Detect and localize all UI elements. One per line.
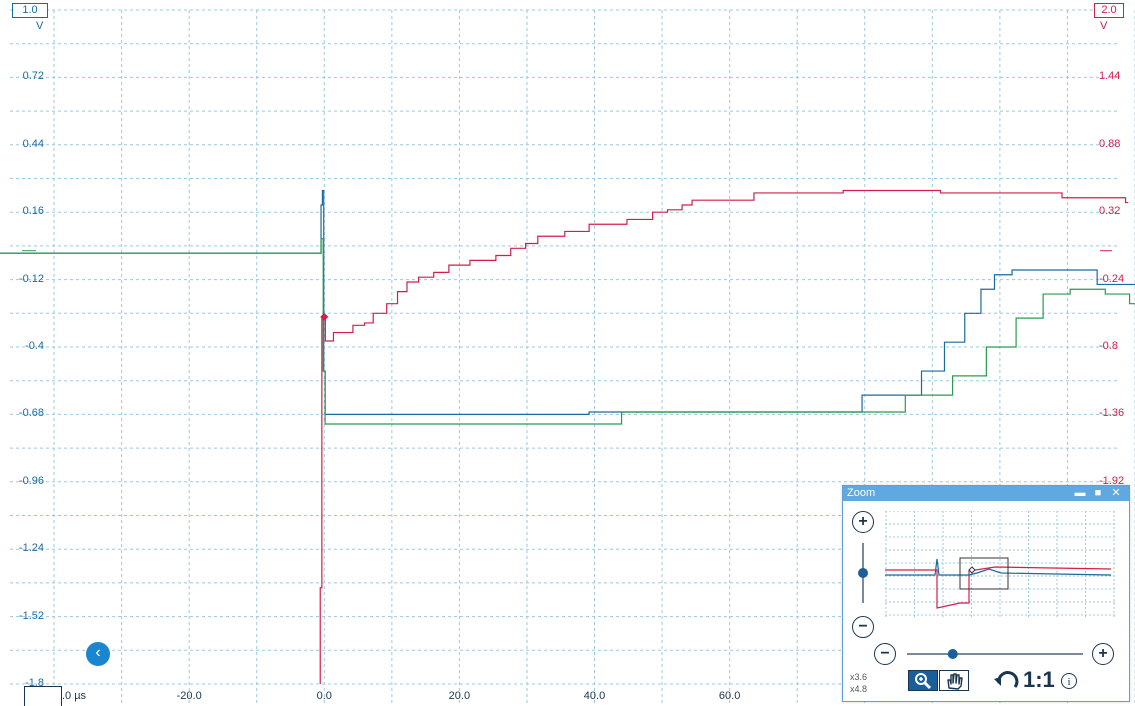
- waveform-trace: [319, 189, 1129, 684]
- minimize-button[interactable]: ▬: [1074, 487, 1086, 499]
- channel-b-unit: V: [1100, 20, 1108, 32]
- right-tick-label: -1.92: [1099, 474, 1125, 487]
- ruler-tab[interactable]: [24, 686, 62, 706]
- zoom-region-box: [959, 557, 1009, 590]
- info-icon[interactable]: i: [1061, 673, 1077, 689]
- vertical-slider-knob[interactable]: [858, 568, 868, 578]
- hand-icon: [947, 673, 963, 690]
- time-tick-label: 0.0: [316, 690, 332, 702]
- right-tick-label: -0.24: [1099, 272, 1125, 285]
- left-tick-label: -1.52: [18, 609, 44, 622]
- time-tick-label: -20.0: [176, 690, 202, 702]
- channel-b-range-badge[interactable]: 2.0: [1094, 3, 1124, 18]
- left-tick-label: 0.16: [22, 205, 44, 218]
- right-tick-label: 1.44: [1099, 70, 1121, 83]
- channel-a-unit: V: [36, 20, 44, 32]
- right-tick-label: 0.32: [1099, 205, 1121, 218]
- undo-zoom-button[interactable]: [993, 669, 1021, 693]
- horizontal-zoom-slider[interactable]: [903, 646, 1087, 662]
- undo-arrow-icon: [994, 671, 1019, 688]
- horizontal-slider-knob[interactable]: [947, 649, 958, 659]
- time-tick-label: 20.0: [448, 690, 471, 702]
- pan-mode-button[interactable]: [939, 670, 969, 691]
- vertical-zoom-out-button[interactable]: −: [852, 616, 874, 638]
- left-tick-label: -0.96: [18, 474, 44, 487]
- left-tick-label: -0.4: [25, 340, 44, 352]
- left-tick-label: 0.72: [22, 70, 44, 83]
- time-tick-label: 60.0: [718, 690, 741, 702]
- left-tick-label: 0.44: [22, 137, 44, 150]
- mini-trigger-marker: [968, 566, 976, 574]
- right-tick-label: 0.88: [1099, 137, 1121, 150]
- y-scale-readout: x4.8: [850, 684, 868, 694]
- mini-trace: [885, 566, 1112, 609]
- time-tick-label: 40.0: [583, 690, 606, 702]
- mini-trace: [885, 558, 1112, 576]
- back-arrow-button[interactable]: ‹: [86, 642, 110, 666]
- zoom-panel-titlebar[interactable]: Zoom ▬ ■ ✕: [843, 486, 1129, 501]
- reset-zoom-button[interactable]: 1:1: [1023, 667, 1055, 692]
- right-tick-label: -1.36: [1099, 407, 1125, 420]
- left-tick-label: -1.24: [18, 542, 44, 555]
- vertical-zoom-slider[interactable]: [853, 541, 873, 605]
- magnifier-icon: [915, 673, 932, 690]
- vertical-zoom-in-button[interactable]: +: [852, 511, 874, 533]
- close-button[interactable]: ✕: [1111, 487, 1121, 499]
- channel-a-range-badge[interactable]: 1.0: [12, 3, 48, 18]
- restore-button[interactable]: ■: [1094, 487, 1102, 499]
- right-tick-label: -0.8: [1099, 340, 1118, 352]
- left-tick-label: -0.12: [18, 272, 44, 285]
- horizontal-zoom-in-button[interactable]: +: [1092, 643, 1114, 665]
- waveform-trace: [0, 189, 1135, 415]
- zoom-panel-title: Zoom: [847, 487, 876, 499]
- zoom-mode-button[interactable]: [908, 670, 938, 691]
- horizontal-zoom-out-button[interactable]: −: [874, 643, 896, 665]
- left-tick-label: -0.68: [18, 407, 44, 420]
- trigger-marker: [320, 312, 329, 321]
- x-scale-readout: x3.6: [850, 672, 868, 682]
- zoom-panel[interactable]: Zoom ▬ ■ ✕ + − − + x3.6 x4.8 1:1: [842, 485, 1130, 702]
- waveform-trace: [0, 238, 1135, 425]
- zoom-overview-preview[interactable]: [885, 511, 1115, 617]
